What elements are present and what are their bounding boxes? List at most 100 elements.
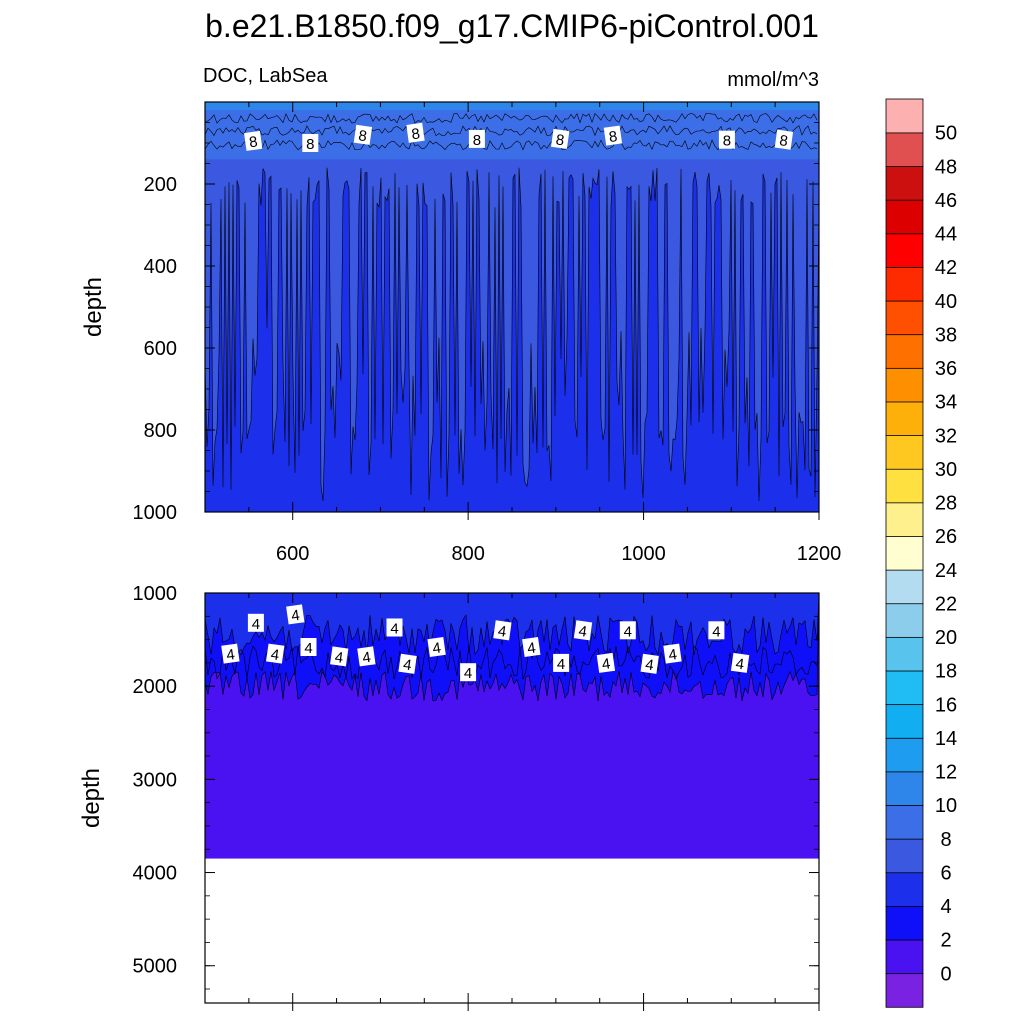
colorbar-tick-label: 32: [935, 425, 957, 447]
upper-contour-fills: [205, 102, 819, 512]
contour-label-box: [286, 604, 305, 625]
y-tick-label: 5000: [133, 956, 178, 978]
colorbar-tick-label: 10: [935, 795, 957, 817]
y-tick-label: 800: [144, 420, 177, 442]
contour-label-text: 4: [624, 623, 632, 640]
y-tick-label: 400: [144, 256, 177, 278]
contour-label-box: [221, 643, 240, 664]
contour-label-box: [553, 653, 570, 672]
contour-label: 4: [221, 643, 240, 664]
contour-label-text: 4: [252, 616, 260, 633]
contour-label-text: 4: [334, 649, 345, 667]
y-tick-label: 200: [144, 174, 177, 196]
colorbar-tick-label: 40: [935, 291, 957, 313]
contour-label-box: [468, 129, 485, 148]
contour-label: 4: [663, 643, 682, 664]
contour-label: 8: [774, 129, 794, 150]
colorbar-tick-label: 50: [935, 123, 957, 145]
colorbar-swatch: [885, 838, 924, 874]
colorbar-tick-label: 38: [935, 324, 957, 346]
colorbar-tick-label: 46: [935, 190, 957, 212]
contour-label: 4: [596, 652, 616, 673]
colorbar-tick-label: 6: [940, 863, 951, 885]
chart-title: b.e21.B1850.f09_g17.CMIP6-piControl.001: [205, 8, 819, 44]
contour-label: 4: [386, 618, 403, 638]
y-tick-label: 4000: [133, 863, 178, 885]
contour-label: 8: [468, 129, 485, 149]
contour-label-box: [619, 621, 636, 640]
y-tick-label: 1000: [133, 583, 178, 605]
contour-label-text: 4: [712, 623, 720, 640]
contour-label-box: [551, 128, 570, 149]
contour-label: 4: [522, 636, 541, 658]
contour-label: 4: [427, 636, 446, 657]
colorbar-swatch: [885, 670, 924, 706]
y-tick-label: 600: [144, 338, 177, 360]
contour-label-text: 4: [431, 639, 442, 657]
contour-label-text: 4: [390, 621, 398, 638]
contour-label-text: 8: [778, 132, 789, 150]
colorbar-tick-label: 0: [940, 963, 951, 985]
contour-label: 8: [718, 130, 735, 150]
contour-label-box: [300, 638, 317, 656]
colorbar-tick-label: 4: [940, 896, 951, 918]
colorbar-swatch: [885, 703, 924, 739]
upper-axis-ticks: 200 400 600 800 1000 600 800 1000 1200: [133, 101, 841, 565]
colorbar-swatch: [885, 165, 924, 201]
colorbar-tick-label: 30: [935, 459, 957, 481]
contour-label-text: 8: [306, 136, 314, 153]
contour-label-box: [386, 618, 403, 637]
colorbar-tick-label: 22: [935, 593, 957, 615]
contour-label-box: [406, 122, 425, 143]
contour-label-text: 4: [577, 623, 588, 641]
contour-label-text: 4: [644, 656, 655, 674]
contour-label-text: 8: [410, 125, 421, 143]
colorbar-swatch: [885, 535, 924, 571]
colorbar-swatch: [885, 905, 924, 941]
contour-label: 4: [398, 653, 417, 674]
colorbar-swatch: [885, 98, 924, 134]
colorbar-tick-label: 24: [935, 560, 957, 582]
contour-label: 4: [357, 646, 376, 667]
contour-label-box: [708, 621, 725, 640]
colorbar-swatch: [885, 939, 924, 975]
colorbar-swatch: [885, 468, 924, 504]
contour-label-text: 8: [357, 127, 368, 145]
colorbar-tick-label: 12: [935, 762, 957, 784]
upper-y-axis-label: depth: [80, 277, 107, 337]
colorbar-tick-label: 36: [935, 358, 957, 380]
contour-label: 8: [551, 128, 570, 149]
contour-label-text: 4: [304, 640, 312, 657]
colorbar-tick-label: 44: [935, 224, 957, 246]
contour-label-box: [663, 643, 682, 664]
contour-label-text: 4: [290, 607, 301, 625]
contour-label-box: [398, 653, 417, 674]
contour-label: 4: [553, 653, 570, 673]
contour-label: 8: [603, 125, 623, 146]
contour-label: 4: [573, 620, 593, 641]
contour-label-box: [247, 613, 264, 632]
colorbar-swatch: [885, 434, 924, 470]
x-tick-label: 600: [276, 543, 309, 565]
contour-label: 8: [302, 134, 319, 153]
colorbar-tick-label: 14: [935, 728, 957, 750]
colorbar-swatch: [885, 266, 924, 302]
colorbar-tick-label: 8: [940, 829, 951, 851]
colorbar-tick-label: 42: [935, 257, 957, 279]
colorbar-tick-label: 16: [935, 694, 957, 716]
contour-line-1: [205, 125, 818, 137]
lower-contour-lines: [205, 645, 818, 681]
contour-label-box: [357, 646, 376, 667]
contour-label-text: 8: [555, 131, 566, 149]
colorbar-tick-label: 48: [935, 156, 957, 178]
contour-label: 4: [330, 646, 349, 667]
contour-label: 4: [247, 613, 264, 633]
contour-label-box: [718, 130, 735, 149]
contour-label-box: [302, 134, 319, 152]
contour-label-box: [522, 636, 541, 658]
colorbar-swatch: [885, 603, 924, 638]
colorbar-swatch: [885, 569, 924, 605]
contour-label-box: [573, 620, 593, 641]
